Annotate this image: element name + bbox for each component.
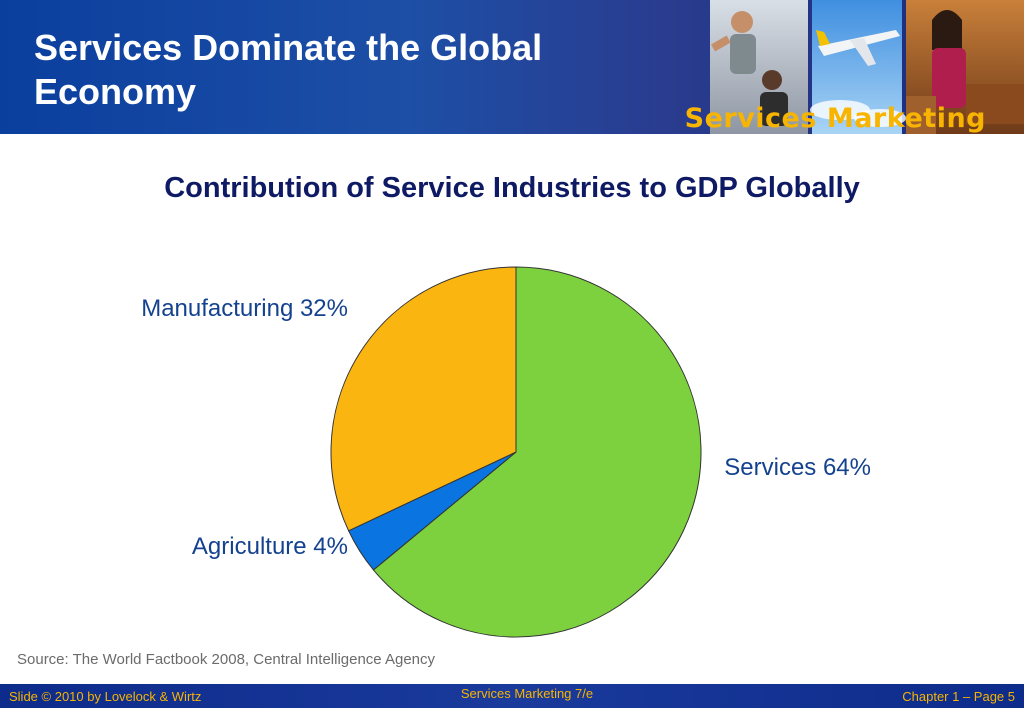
footer-copyright: Slide © 2010 by Lovelock & Wirtz xyxy=(9,689,202,704)
pie-label-manufacturing: Manufacturing 32% xyxy=(141,295,348,322)
footer-book-title: Services Marketing 7/e xyxy=(460,686,594,701)
brand-logo-text: Services Marketing xyxy=(684,103,986,134)
pie-slice-manufacturing xyxy=(330,266,517,532)
chart-title: Contribution of Service Industries to GD… xyxy=(164,172,860,204)
slide-footer: Slide © 2010 by Lovelock & Wirtz Service… xyxy=(0,684,1024,708)
slide-title: Services Dominate the Global Economy xyxy=(34,27,543,112)
pie-label-services: Services 64% xyxy=(724,454,871,481)
footer-page-number: Chapter 1 – Page 5 xyxy=(902,689,1015,704)
slide-header: Services Dominate the Global Economy xyxy=(0,0,1024,134)
pie-label-agriculture: Agriculture 4% xyxy=(192,533,348,560)
pie-slice-services xyxy=(372,266,702,638)
source-note: Source: The World Factbook 2008, Central… xyxy=(17,651,436,668)
header-photo-collage xyxy=(710,0,1024,134)
